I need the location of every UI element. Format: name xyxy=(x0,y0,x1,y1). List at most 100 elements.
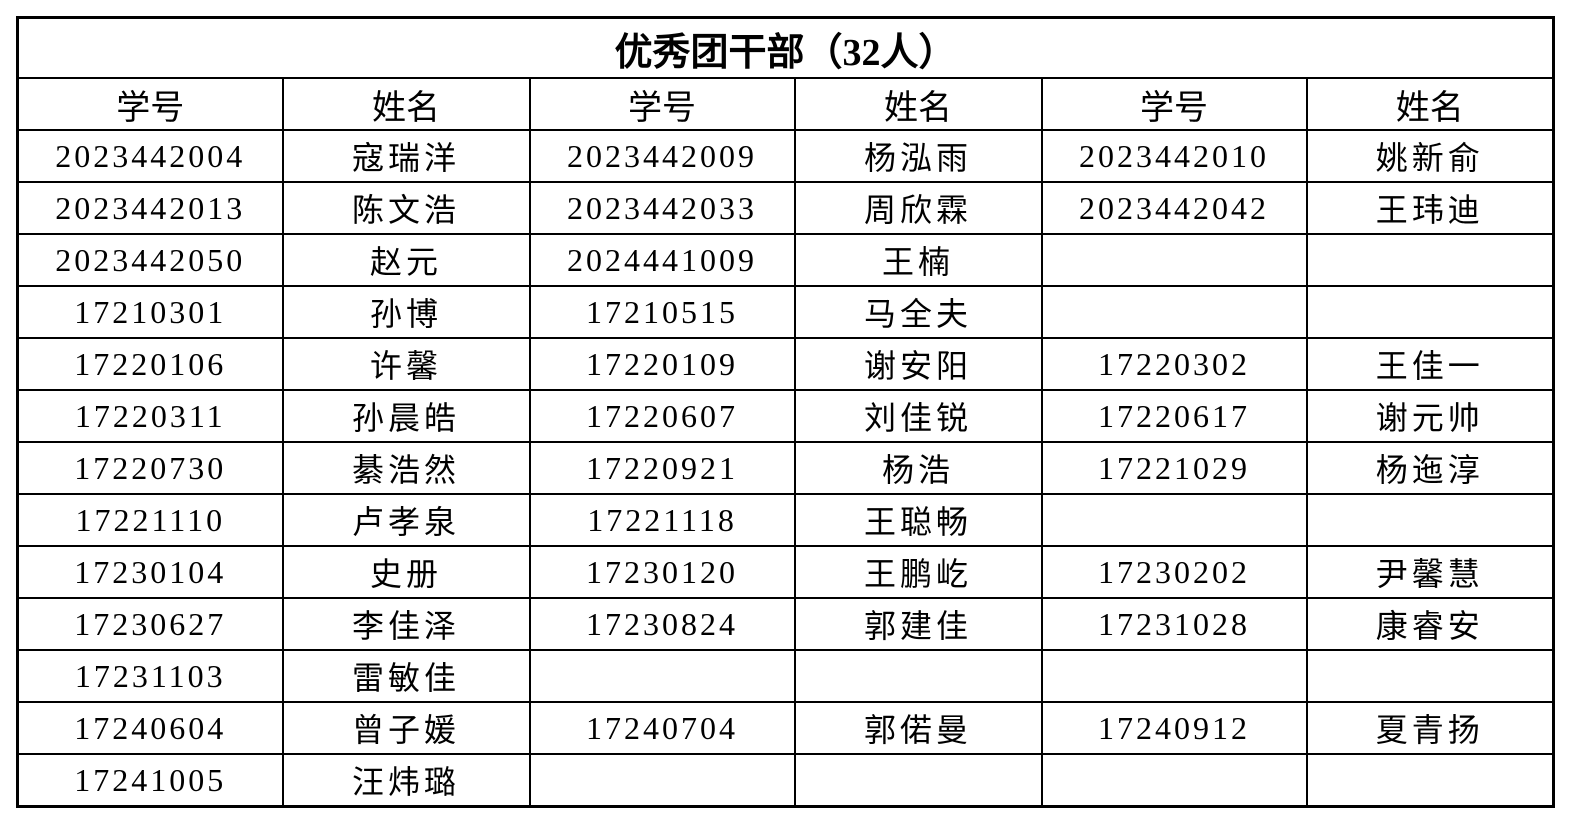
student-name-cell: 王鹏屹 xyxy=(793,545,1043,599)
student-name-cell xyxy=(793,753,1043,808)
student-name-cell: 夏青扬 xyxy=(1305,701,1555,755)
column-header-name: 姓名 xyxy=(281,77,531,131)
student-id-cell xyxy=(1040,285,1308,339)
student-id-cell: 17221029 xyxy=(1040,441,1308,495)
table-row: 2023442004 寇瑞洋 2023442009 杨泓雨 2023442010 姚新俞 xyxy=(16,129,1555,183)
column-header-name: 姓名 xyxy=(1305,77,1555,131)
student-id-cell: 2023442010 xyxy=(1040,129,1308,183)
student-name-cell: 孙晨皓 xyxy=(281,389,531,443)
student-id-cell: 17241005 xyxy=(16,753,284,808)
student-name-cell: 王玮迪 xyxy=(1305,181,1555,235)
table-row: 17210301 孙博 17210515 马全夫 xyxy=(16,285,1555,339)
student-name-cell: 雷敏佳 xyxy=(281,649,531,703)
student-id-cell: 2023442042 xyxy=(1040,181,1308,235)
table-row: 17221110 卢孝泉 17221118 王聪畅 xyxy=(16,493,1555,547)
student-id-cell: 17220311 xyxy=(16,389,284,443)
student-id-cell xyxy=(1040,233,1308,287)
student-id-cell: 2023442013 xyxy=(16,181,284,235)
student-name-cell: 寇瑞洋 xyxy=(281,129,531,183)
student-name-cell: 曾子媛 xyxy=(281,701,531,755)
student-name-cell: 周欣霖 xyxy=(793,181,1043,235)
student-id-cell: 17210515 xyxy=(528,285,796,339)
student-id-cell xyxy=(528,753,796,808)
student-id-cell: 17230824 xyxy=(528,597,796,651)
table-row: 2023442050 赵元 2024441009 王楠 xyxy=(16,233,1555,287)
student-name-cell: 郭偌曼 xyxy=(793,701,1043,755)
student-name-cell: 綦浩然 xyxy=(281,441,531,495)
student-name-cell: 姚新俞 xyxy=(1305,129,1555,183)
table-row: 17230104 史册 17230120 王鹏屹 17230202 尹馨慧 xyxy=(16,545,1555,599)
student-id-cell: 17210301 xyxy=(16,285,284,339)
student-id-cell: 17240704 xyxy=(528,701,796,755)
student-id-cell xyxy=(528,649,796,703)
student-name-cell: 康睿安 xyxy=(1305,597,1555,651)
student-id-cell: 2023442009 xyxy=(528,129,796,183)
student-name-cell: 史册 xyxy=(281,545,531,599)
table-row: 2023442013 陈文浩 2023442033 周欣霖 2023442042 王玮迪 xyxy=(16,181,1555,235)
student-id-cell: 17221118 xyxy=(528,493,796,547)
student-name-cell: 杨迤淳 xyxy=(1305,441,1555,495)
student-id-cell xyxy=(1040,649,1308,703)
student-id-cell: 17221110 xyxy=(16,493,284,547)
student-id-cell: 2023442004 xyxy=(16,129,284,183)
student-name-cell xyxy=(1305,233,1555,287)
student-id-cell: 2023442033 xyxy=(528,181,796,235)
table-row: 17241005 汪炜璐 xyxy=(16,753,1555,808)
student-id-cell: 17240604 xyxy=(16,701,284,755)
student-name-cell: 杨浩 xyxy=(793,441,1043,495)
student-name-cell: 许馨 xyxy=(281,337,531,391)
student-id-cell xyxy=(1040,493,1308,547)
student-id-cell: 17220109 xyxy=(528,337,796,391)
table-row: 17231103 雷敏佳 xyxy=(16,649,1555,703)
column-header-student-id: 学号 xyxy=(1040,77,1308,131)
student-name-cell: 王楠 xyxy=(793,233,1043,287)
student-name-cell: 汪炜璐 xyxy=(281,753,531,808)
student-name-cell: 赵元 xyxy=(281,233,531,287)
student-id-cell: 17220617 xyxy=(1040,389,1308,443)
table-row: 17220106 许馨 17220109 谢安阳 17220302 王佳一 xyxy=(16,337,1555,391)
student-id-cell: 17230202 xyxy=(1040,545,1308,599)
student-name-cell: 刘佳锐 xyxy=(793,389,1043,443)
student-name-cell: 王佳一 xyxy=(1305,337,1555,391)
column-header-student-id: 学号 xyxy=(528,77,796,131)
student-name-cell: 尹馨慧 xyxy=(1305,545,1555,599)
student-name-cell: 谢安阳 xyxy=(793,337,1043,391)
table-title: 优秀团干部（32人） xyxy=(16,16,1555,79)
table-row: 17220311 孙晨皓 17220607 刘佳锐 17220617 谢元帅 xyxy=(16,389,1555,443)
column-header-student-id: 学号 xyxy=(16,77,284,131)
student-id-cell: 17230627 xyxy=(16,597,284,651)
student-id-cell xyxy=(1040,753,1308,808)
student-name-cell xyxy=(793,649,1043,703)
student-id-cell: 17240912 xyxy=(1040,701,1308,755)
student-id-cell: 17220607 xyxy=(528,389,796,443)
table-row: 17240604 曾子媛 17240704 郭偌曼 17240912 夏青扬 xyxy=(16,701,1555,755)
student-id-cell: 17231103 xyxy=(16,649,284,703)
student-id-cell: 17220106 xyxy=(16,337,284,391)
student-id-cell: 17220730 xyxy=(16,441,284,495)
student-id-cell: 17230120 xyxy=(528,545,796,599)
student-name-cell: 陈文浩 xyxy=(281,181,531,235)
student-name-cell: 马全夫 xyxy=(793,285,1043,339)
student-name-cell: 李佳泽 xyxy=(281,597,531,651)
table-row: 17220730 綦浩然 17220921 杨浩 17221029 杨迤淳 xyxy=(16,441,1555,495)
student-name-cell xyxy=(1305,285,1555,339)
student-name-cell xyxy=(1305,649,1555,703)
header-row: 学号 姓名 学号 姓名 学号 姓名 xyxy=(16,77,1555,131)
student-name-cell xyxy=(1305,753,1555,808)
student-id-cell: 17220302 xyxy=(1040,337,1308,391)
honor-table: 优秀团干部（32人） 学号 姓名 学号 姓名 学号 姓名 2023442004 寇瑞洋 202… xyxy=(16,16,1556,808)
student-name-cell xyxy=(1305,493,1555,547)
student-name-cell: 郭建佳 xyxy=(793,597,1043,651)
table-row: 17230627 李佳泽 17230824 郭建佳 17231028 康睿安 xyxy=(16,597,1555,651)
student-id-cell: 2024441009 xyxy=(528,233,796,287)
student-name-cell: 谢元帅 xyxy=(1305,389,1555,443)
student-id-cell: 17230104 xyxy=(16,545,284,599)
student-id-cell: 2023442050 xyxy=(16,233,284,287)
student-name-cell: 卢孝泉 xyxy=(281,493,531,547)
student-name-cell: 孙博 xyxy=(281,285,531,339)
student-id-cell: 17231028 xyxy=(1040,597,1308,651)
table-body: 2023442004 寇瑞洋 2023442009 杨泓雨 2023442010 姚新俞 2… xyxy=(16,129,1555,808)
student-id-cell: 17220921 xyxy=(528,441,796,495)
student-name-cell: 王聪畅 xyxy=(793,493,1043,547)
student-name-cell: 杨泓雨 xyxy=(793,129,1043,183)
